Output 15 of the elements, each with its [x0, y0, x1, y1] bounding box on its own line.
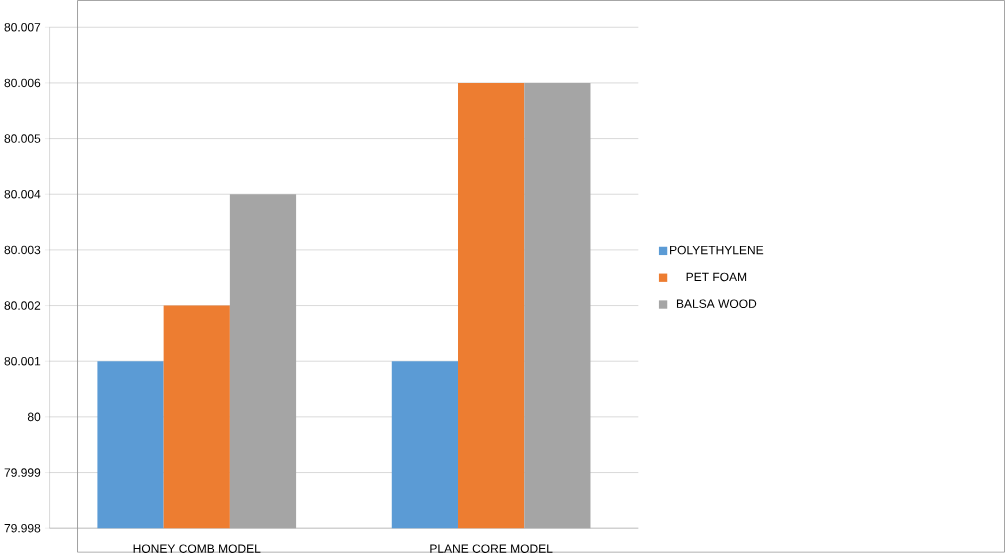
legend-label: BALSA WOOD [676, 299, 757, 308]
y-tick-label: 80.004 [4, 190, 41, 199]
y-tick-label: 80.007 [4, 23, 41, 32]
y-tick-label: 79.999 [4, 468, 41, 477]
x-tick-label: HONEY COMB MODEL [133, 544, 261, 553]
y-tick-label: 80.006 [4, 78, 41, 88]
y-tick-label: 80 [27, 412, 41, 422]
legend-label: PET FOAM [686, 272, 747, 282]
y-tick-label: 80.001 [4, 357, 41, 366]
legend-label: POLYETHYLENE [670, 245, 764, 255]
y-tick-label: 79.998 [4, 523, 41, 533]
y-tick-label: 80.005 [4, 134, 41, 143]
y-tick-label: 80.003 [4, 245, 41, 255]
y-tick-label: 80.002 [4, 301, 41, 310]
x-tick-label: PLANE CORE MODEL [430, 544, 553, 553]
